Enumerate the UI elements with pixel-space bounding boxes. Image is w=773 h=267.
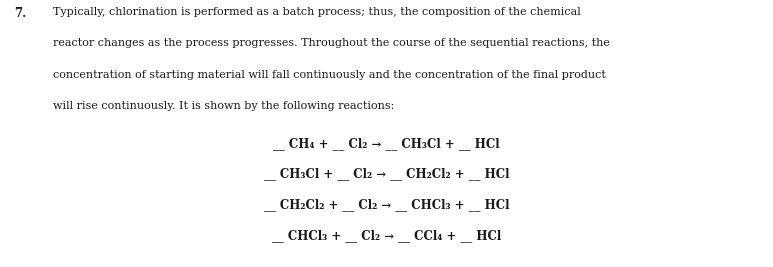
Text: 7.: 7. bbox=[14, 7, 26, 20]
Text: __ CHCl₃ + __ Cl₂ → __ CCl₄ + __ HCl: __ CHCl₃ + __ Cl₂ → __ CCl₄ + __ HCl bbox=[272, 229, 501, 242]
Text: __ CH₄ + __ Cl₂ → __ CH₃Cl + __ HCl: __ CH₄ + __ Cl₂ → __ CH₃Cl + __ HCl bbox=[273, 137, 500, 150]
Text: Typically, chlorination is performed as a batch process; thus, the composition o: Typically, chlorination is performed as … bbox=[53, 7, 581, 17]
Text: __ CH₃Cl + __ Cl₂ → __ CH₂Cl₂ + __ HCl: __ CH₃Cl + __ Cl₂ → __ CH₂Cl₂ + __ HCl bbox=[264, 167, 509, 180]
Text: __ CH₂Cl₂ + __ Cl₂ → __ CHCl₃ + __ HCl: __ CH₂Cl₂ + __ Cl₂ → __ CHCl₃ + __ HCl bbox=[264, 198, 509, 211]
Text: will rise continuously. It is shown by the following reactions:: will rise continuously. It is shown by t… bbox=[53, 101, 394, 111]
Text: concentration of starting material will fall continuously and the concentration : concentration of starting material will … bbox=[53, 70, 605, 80]
Text: reactor changes as the process progresses. Throughout the course of the sequenti: reactor changes as the process progresse… bbox=[53, 38, 609, 48]
